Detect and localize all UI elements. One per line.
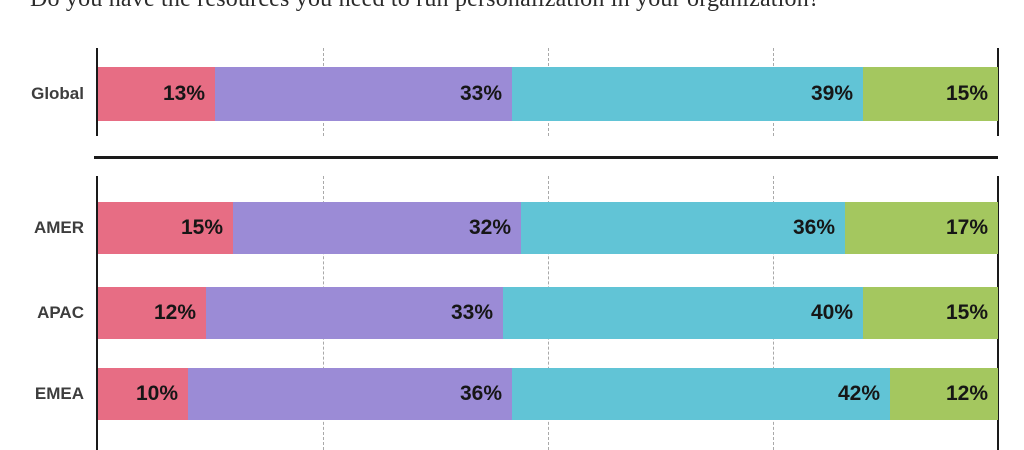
- global-chart-plot: Global 13% 33% 39% 15%: [31, 48, 999, 136]
- bar-segment-purple: 32%: [233, 202, 521, 254]
- value-label: 36%: [792, 216, 835, 239]
- bar-row-global: Global 13% 33% 39% 15%: [31, 67, 998, 121]
- left-axis-line: [96, 176, 98, 450]
- value-label: 36%: [459, 382, 502, 405]
- value-label: 10%: [135, 382, 178, 405]
- bar-segment-green: 15%: [863, 287, 998, 339]
- value-label: 42%: [837, 382, 880, 405]
- bar-segment-pink: 10%: [98, 368, 188, 420]
- bar-segment-green: 17%: [845, 202, 998, 254]
- regions-chart-plot: AMER 15% 32% 36% 17% APAC 12% 33% 40% 15% EMEA 10% 3…: [34, 176, 999, 450]
- value-label: 15%: [945, 82, 988, 105]
- bar-segment-pink: 13%: [98, 67, 215, 121]
- value-label: 15%: [945, 301, 988, 324]
- bar-row-amer: AMER 15% 32% 36% 17%: [34, 202, 998, 254]
- left-axis-line: [96, 48, 98, 136]
- bar-segment-purple: 33%: [215, 67, 512, 121]
- right-axis-line: [997, 176, 999, 450]
- value-label: 33%: [450, 301, 493, 324]
- value-label: 32%: [468, 216, 511, 239]
- bar-row-emea: EMEA 10% 36% 42% 12%: [35, 368, 998, 420]
- category-label-emea: EMEA: [34, 384, 84, 403]
- value-label: 13%: [162, 82, 205, 105]
- category-label-apac: APAC: [37, 303, 84, 322]
- value-label: 33%: [459, 82, 502, 105]
- bar-segment-green: 15%: [863, 67, 998, 121]
- bar-segment-purple: 36%: [188, 368, 512, 420]
- value-label: 12%: [945, 382, 988, 405]
- chart-separator-line: [94, 156, 998, 159]
- category-label-amer: AMER: [33, 218, 84, 237]
- value-label: 12%: [153, 301, 196, 324]
- bar-segment-teal: 36%: [521, 202, 845, 254]
- bar-segment-teal: 42%: [512, 368, 890, 420]
- bar-segment-teal: 39%: [512, 67, 863, 121]
- value-label: 39%: [810, 82, 853, 105]
- value-label: 17%: [945, 216, 988, 239]
- bar-row-apac: APAC 12% 33% 40% 15%: [37, 287, 998, 339]
- category-label-global: Global: [31, 84, 84, 103]
- bar-segment-pink: 12%: [98, 287, 206, 339]
- right-axis-line: [997, 48, 999, 136]
- chart-title: Do you have the resources you need to ru…: [30, 0, 1010, 13]
- value-label: 40%: [810, 301, 853, 324]
- bar-segment-green: 12%: [890, 368, 998, 420]
- bar-segment-teal: 40%: [503, 287, 863, 339]
- bar-segment-purple: 33%: [206, 287, 503, 339]
- value-label: 15%: [180, 216, 223, 239]
- bar-segment-pink: 15%: [98, 202, 233, 254]
